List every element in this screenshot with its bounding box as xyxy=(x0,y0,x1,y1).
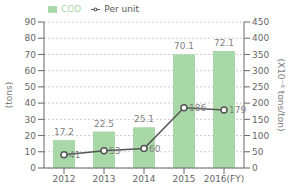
svg-text:350: 350 xyxy=(252,50,269,60)
svg-text:2012: 2012 xyxy=(53,174,76,184)
svg-text:60: 60 xyxy=(25,66,37,76)
svg-text:70: 70 xyxy=(25,50,37,60)
svg-text:53: 53 xyxy=(109,146,120,156)
svg-text:60: 60 xyxy=(149,144,161,154)
svg-text:30: 30 xyxy=(25,115,37,125)
svg-text:0: 0 xyxy=(30,163,36,173)
html-text:COD: COD xyxy=(61,4,82,14)
svg-text:22.5: 22.5 xyxy=(94,119,114,129)
svg-text:72.1: 72.1 xyxy=(214,38,234,48)
svg-text:41: 41 xyxy=(69,150,80,160)
svg-text:200: 200 xyxy=(252,98,269,108)
svg-text:80: 80 xyxy=(25,33,37,43)
svg-text:2016(FY): 2016(FY) xyxy=(204,174,245,184)
svg-text:40: 40 xyxy=(25,98,37,108)
svg-text:25.1: 25.1 xyxy=(134,114,154,124)
svg-text:2013: 2013 xyxy=(93,174,116,184)
svg-text:450: 450 xyxy=(252,17,269,27)
svg-text:20: 20 xyxy=(25,131,37,141)
svg-text:(tons): (tons) xyxy=(8,82,14,108)
svg-text:10: 10 xyxy=(25,147,37,157)
svg-text:70.1: 70.1 xyxy=(174,41,194,51)
svg-text:2014: 2014 xyxy=(133,174,156,184)
svg-text:400: 400 xyxy=(252,33,269,43)
svg-text:100: 100 xyxy=(252,131,269,141)
svg-text:300: 300 xyxy=(252,66,269,76)
svg-text:179: 179 xyxy=(229,105,246,115)
svg-text:17.2: 17.2 xyxy=(54,127,74,137)
svg-text:50: 50 xyxy=(25,82,37,92)
svg-text:50: 50 xyxy=(252,147,264,157)
svg-text:0: 0 xyxy=(252,163,258,173)
svg-text:90: 90 xyxy=(25,17,37,27)
svg-text:186: 186 xyxy=(189,103,206,113)
svg-text:250: 250 xyxy=(252,82,269,92)
svg-text:150: 150 xyxy=(252,115,269,125)
svg-text:(X10⁻⁶ tons/ton): (X10⁻⁶ tons/ton) xyxy=(276,58,282,131)
svg-text:2015: 2015 xyxy=(173,174,196,184)
html-text:Per unit: Per unit xyxy=(104,4,139,14)
